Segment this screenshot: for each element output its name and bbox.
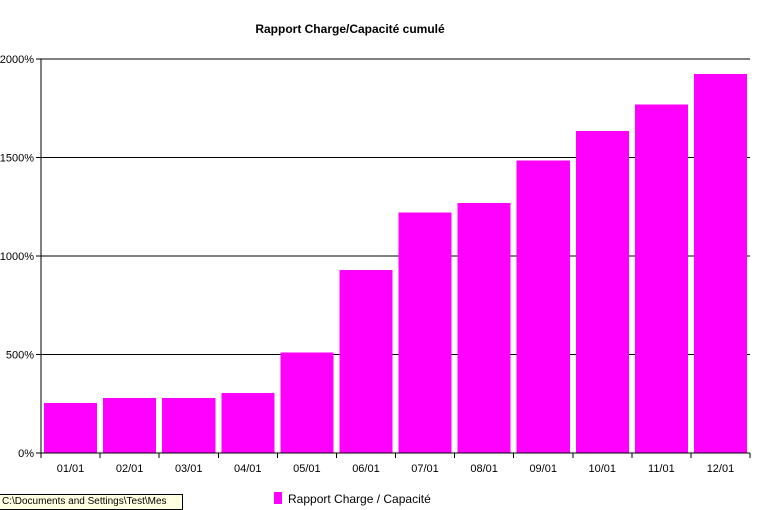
bar — [516, 160, 570, 453]
x-tick-label: 11/01 — [648, 463, 675, 475]
bar — [44, 402, 98, 453]
bar — [457, 202, 511, 453]
legend-swatch — [274, 492, 282, 504]
bar — [162, 397, 216, 453]
bars — [44, 73, 747, 454]
x-tick-label: 07/01 — [411, 463, 439, 475]
bar — [103, 397, 157, 453]
y-tick-label: 1000% — [0, 251, 34, 263]
y-tick-label: 2000% — [0, 54, 34, 66]
y-tick-label: 500% — [6, 350, 34, 362]
x-tick-label: 02/01 — [116, 463, 144, 475]
bar — [398, 212, 452, 453]
y-tick-label: 1500% — [0, 153, 34, 165]
bar — [575, 130, 629, 453]
bar — [280, 352, 334, 453]
x-tick-label: 04/01 — [234, 463, 262, 475]
x-tick-label: 10/01 — [589, 463, 617, 475]
bar — [693, 73, 747, 454]
bar — [339, 269, 393, 453]
legend-label: Rapport Charge / Capacité — [288, 492, 431, 506]
x-tick-label: 06/01 — [352, 463, 380, 475]
x-tick-label: 09/01 — [529, 463, 557, 475]
x-tick-label: 01/01 — [57, 463, 85, 475]
bar — [634, 104, 688, 453]
legend: Rapport Charge / Capacité — [274, 492, 431, 506]
x-tick-label: 08/01 — [470, 463, 498, 475]
y-tick-label: 0% — [18, 448, 34, 460]
axes: 0% 500% 1000% 1500% 2000% 01/01 02/01 03/01 04/0… — [0, 54, 751, 475]
bar — [221, 392, 275, 453]
x-tick-label: 03/01 — [175, 463, 203, 475]
x-tick-label: 05/01 — [293, 463, 321, 475]
x-tick-label: 12/01 — [707, 463, 735, 475]
chart-title: Rapport Charge/Capacité cumulé — [255, 22, 445, 36]
